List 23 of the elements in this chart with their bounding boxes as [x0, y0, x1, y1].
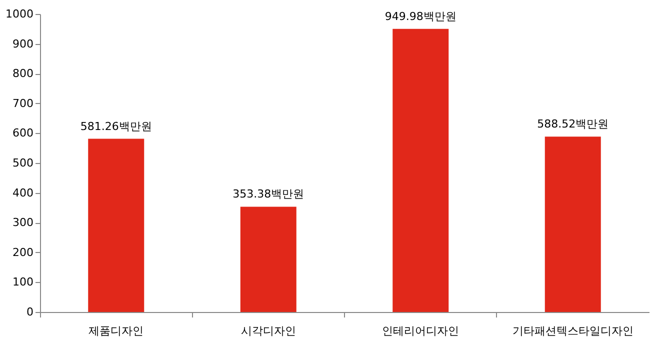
data-label: 353.38백만원 [232, 188, 304, 201]
data-label: 581.26백만원 [80, 120, 152, 133]
x-tick-label: 인테리어디자인 [382, 324, 460, 338]
bar [240, 206, 296, 312]
y-tick-label: 700 [12, 96, 34, 110]
x-tick-label: 제품디자인 [88, 324, 144, 338]
y-tick-label: 900 [12, 37, 34, 50]
y-tick-label: 600 [12, 126, 34, 140]
y-tick-label: 100 [12, 276, 34, 289]
y-tick-label: 800 [12, 67, 34, 80]
x-tick-label: 시각디자인 [240, 324, 296, 338]
y-tick-label: 500 [12, 156, 34, 170]
bar [88, 138, 144, 312]
y-tick-label: 300 [12, 216, 34, 230]
bar [544, 136, 601, 312]
y-tick-label: 200 [12, 246, 34, 259]
y-tick-label: 400 [12, 186, 34, 200]
data-label: 949.98백만원 [384, 10, 456, 23]
bar [392, 28, 449, 312]
y-tick-label: 1000 [6, 8, 34, 20]
data-label: 588.52백만원 [537, 118, 609, 131]
y-tick-label: 0 [26, 306, 34, 318]
x-tick-label: 기타패션텍스타일디자인 [512, 324, 634, 338]
